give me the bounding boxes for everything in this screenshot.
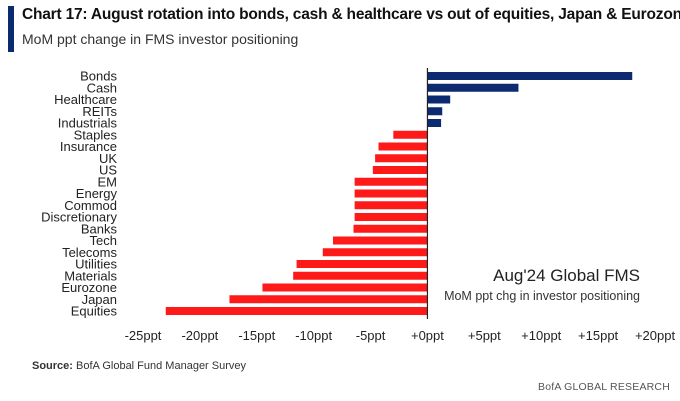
bar-staples xyxy=(393,130,428,139)
annotation-title: Aug'24 Global FMS xyxy=(493,266,640,285)
category-label-bonds: Bonds xyxy=(80,69,117,84)
category-label-discretionary: Discretionary xyxy=(41,210,117,225)
category-label-us: US xyxy=(99,163,117,178)
title-accent-bar xyxy=(8,6,14,52)
category-label-staples: Staples xyxy=(74,127,118,142)
x-tick-label: +0ppt xyxy=(411,328,444,343)
bar-cash xyxy=(427,83,519,92)
category-label-utilities: Utilities xyxy=(75,257,117,272)
bar-banks xyxy=(353,224,428,233)
bar-healthcare xyxy=(427,95,451,104)
bar-tech xyxy=(333,236,428,245)
source-label: Source: xyxy=(32,360,73,372)
x-tick-label: -10ppt xyxy=(295,328,332,343)
category-label-telecoms: Telecoms xyxy=(62,245,117,260)
x-tick-label: +5ppt xyxy=(468,328,501,343)
bar-industrials xyxy=(427,119,442,127)
bar-uk xyxy=(375,154,428,163)
category-label-japan: Japan xyxy=(82,292,117,307)
category-label-commod: Commod xyxy=(64,198,117,213)
category-label-materials: Materials xyxy=(64,268,117,283)
bar-eurozone xyxy=(262,283,428,292)
bar-utilities xyxy=(296,260,428,268)
bar-telecoms xyxy=(322,248,428,257)
bars xyxy=(165,72,633,315)
category-label-uk: UK xyxy=(99,151,117,166)
x-tick-label: -20ppt xyxy=(181,328,218,343)
source-text: BofA Global Fund Manager Survey xyxy=(76,360,247,372)
category-label-cash: Cash xyxy=(87,80,117,95)
bar-materials xyxy=(293,271,428,280)
category-label-insurance: Insurance xyxy=(60,139,117,154)
category-label-banks: Banks xyxy=(81,221,118,236)
x-tick-label: +10ppt xyxy=(521,328,562,343)
bar-energy xyxy=(354,189,428,198)
x-tick-label: -15ppt xyxy=(238,328,275,343)
annotation-subtitle: MoM ppt chg in investor positioning xyxy=(444,289,640,303)
category-label-em: EM xyxy=(98,174,118,189)
brand-footer: BofA GLOBAL RESEARCH xyxy=(538,381,670,393)
x-tick-label: +20ppt xyxy=(635,328,676,343)
bar-bonds xyxy=(427,72,633,80)
category-label-energy: Energy xyxy=(76,186,118,201)
bar-discretionary xyxy=(354,213,428,221)
x-tick-label: -25ppt xyxy=(125,328,162,343)
category-label-reits: REITs xyxy=(82,104,117,119)
source-note: Source: BofA Global Fund Manager Survey xyxy=(32,360,246,372)
chart-subtitle: MoM ppt change in FMS investor positioni… xyxy=(22,31,299,47)
bar-em xyxy=(354,177,428,186)
category-labels: BondsCashHealthcareREITsIndustrialsStapl… xyxy=(41,69,117,319)
category-label-equities: Equities xyxy=(71,304,118,319)
bar-commod xyxy=(354,201,428,210)
x-tick-label: -5ppt xyxy=(356,328,386,343)
bar-equities xyxy=(165,307,428,315)
category-label-eurozone: Eurozone xyxy=(61,280,117,295)
bar-insurance xyxy=(378,142,428,151)
bar-us xyxy=(372,166,428,174)
x-tick-label: +15ppt xyxy=(578,328,619,343)
x-axis-ticks: -25ppt -20ppt -15ppt -10ppt -5ppt +0ppt +5ppt +… xyxy=(125,328,676,343)
bar-japan xyxy=(229,295,428,304)
category-label-tech: Tech xyxy=(90,233,117,248)
category-label-healthcare: Healthcare xyxy=(54,92,117,107)
bar-reits xyxy=(427,107,443,116)
category-label-industrials: Industrials xyxy=(58,116,118,131)
chart-title: Chart 17: August rotation into bonds, ca… xyxy=(22,6,680,23)
